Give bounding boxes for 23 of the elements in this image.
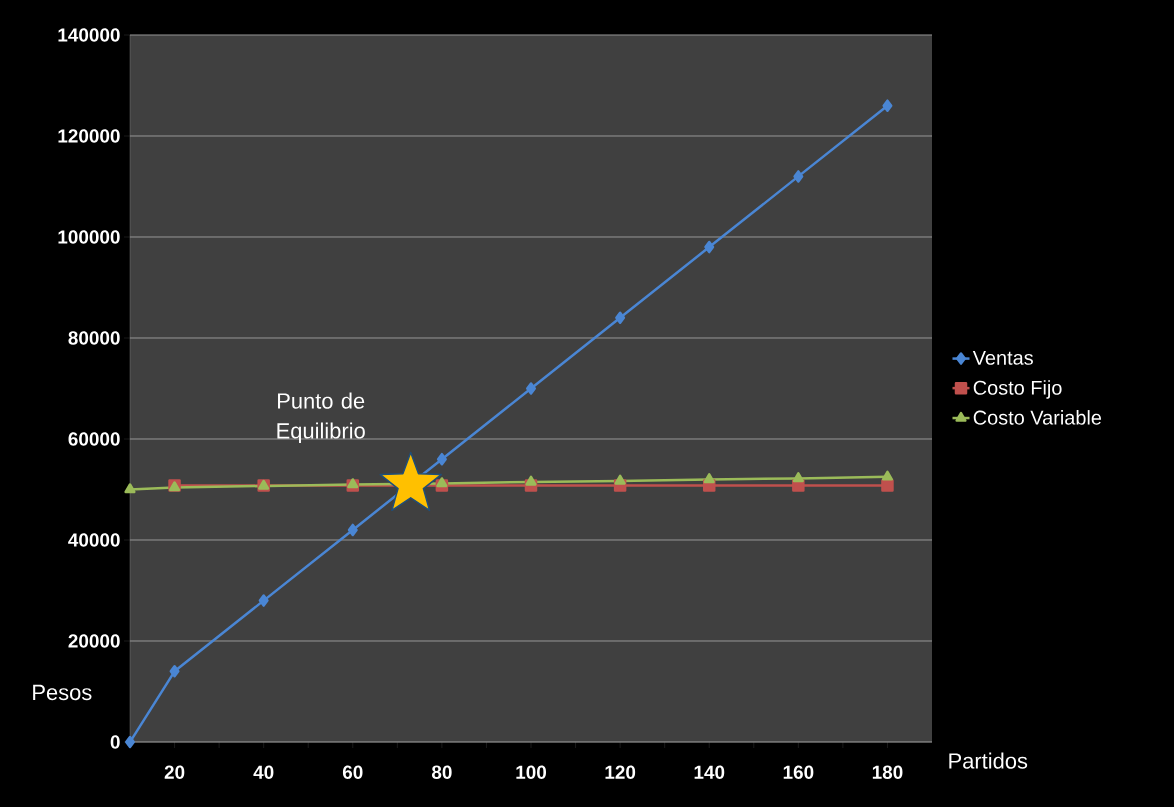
annotation: Punto de Equilibrio	[277, 392, 365, 443]
legend-label: Costo Variable	[973, 410, 1102, 425]
x-tick-label: 20	[164, 765, 185, 779]
x-tick-label: 140	[694, 765, 725, 779]
y-tick-label: 0	[110, 735, 120, 749]
legend-label: Ventas	[972, 350, 1033, 365]
x-tick-label: 160	[783, 765, 814, 779]
x-tick-label: 40	[253, 765, 274, 779]
x-tick-label: 80	[431, 765, 452, 779]
legend-label: Costo Fijo	[973, 380, 1062, 399]
y-axis-title: Pesos	[33, 684, 92, 701]
y-tick-label: 100000	[58, 230, 120, 244]
x-tick-label: 60	[342, 765, 363, 779]
x-tick-label: 180	[872, 765, 903, 779]
x-tick-label: 120	[605, 765, 636, 779]
y-tick-label: 40000	[68, 533, 120, 547]
y-tick-label: 140000	[58, 28, 120, 42]
y-tick-label: 20000	[68, 634, 120, 648]
x-axis-title: Partidos	[949, 752, 1028, 769]
y-tick-label: 80000	[68, 331, 120, 345]
y-tick-label: 120000	[58, 129, 120, 143]
x-tick-label: 100	[516, 765, 547, 779]
y-tick-label: 60000	[68, 432, 120, 446]
